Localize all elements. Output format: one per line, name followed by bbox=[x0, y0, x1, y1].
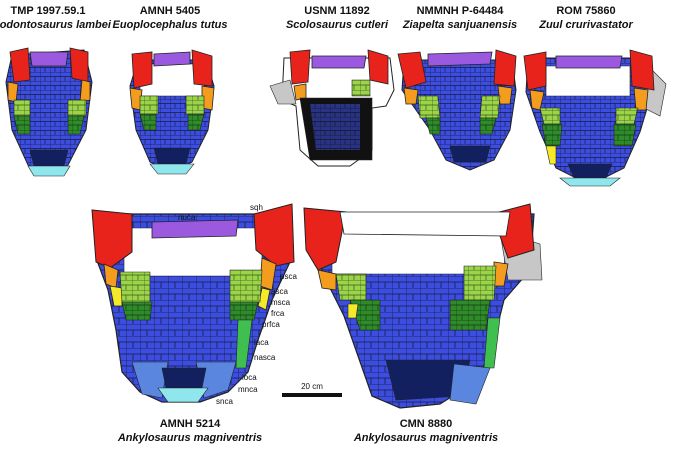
label-psca: psca bbox=[280, 272, 297, 281]
specimen-id-6: AMNH 5214 bbox=[160, 418, 221, 430]
skull-rom-75860 bbox=[523, 49, 667, 187]
label-nasca: nasca bbox=[254, 353, 276, 362]
specimen-species-6: Ankylosaurus magniventris bbox=[117, 432, 262, 444]
label-prfca: prfca bbox=[262, 320, 280, 329]
skull-tmp-1997-59-1 bbox=[5, 47, 93, 177]
label-nuca: nuca bbox=[178, 213, 196, 222]
specimen-id-3: USNM 11892 bbox=[304, 5, 369, 17]
label-loca: loca bbox=[242, 373, 257, 382]
specimen-species-3: Scolosaurus cutleri bbox=[286, 19, 389, 31]
skull-amnh-5405 bbox=[129, 49, 215, 175]
scale-bar-label: 20 cm bbox=[301, 382, 323, 391]
skull-usnm-11892 bbox=[269, 49, 395, 167]
label-asca: asca bbox=[271, 287, 288, 296]
region-annotations: nuca sqh psca asca msca frca prfca laca … bbox=[178, 203, 297, 406]
label-frca: frca bbox=[271, 309, 285, 318]
specimen-species-1: Anodontosaurus lambei bbox=[0, 19, 112, 31]
label-mnca: mnca bbox=[238, 385, 258, 394]
skull-nmmnh-p-64484 bbox=[397, 49, 517, 171]
specimen-id-1: TMP 1997.59.1 bbox=[10, 5, 85, 17]
specimen-id-7: CMN 8880 bbox=[400, 418, 453, 430]
specimen-id-4: NMMNH P-64484 bbox=[417, 5, 505, 17]
label-msca: msca bbox=[271, 298, 291, 307]
specimen-species-4: Ziapelta sanjuanensis bbox=[402, 19, 517, 31]
specimen-species-7: Ankylosaurus magniventris bbox=[353, 432, 498, 444]
label-laca: laca bbox=[254, 338, 269, 347]
specimen-id-5: ROM 75860 bbox=[556, 5, 615, 17]
label-snca: snca bbox=[216, 397, 233, 406]
specimen-species-5: Zuul crurivastator bbox=[538, 19, 633, 31]
specimen-species-2: Euoplocephalus tutus bbox=[113, 19, 228, 31]
skull-amnh-5214 bbox=[91, 203, 295, 403]
scale-bar-line bbox=[282, 393, 342, 397]
label-sqh: sqh bbox=[250, 203, 263, 212]
skull-cmn-8880 bbox=[303, 203, 543, 409]
scale-bar: 20 cm bbox=[282, 382, 342, 397]
specimen-id-2: AMNH 5405 bbox=[140, 5, 201, 17]
